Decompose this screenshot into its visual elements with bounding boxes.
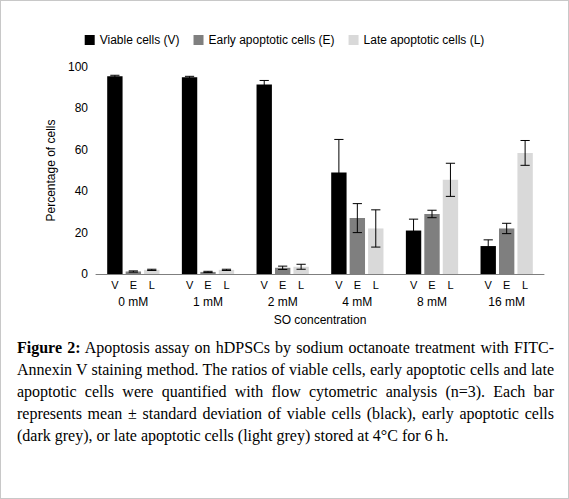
svg-text:E: E bbox=[503, 279, 510, 291]
svg-text:0 mM: 0 mM bbox=[118, 295, 148, 309]
svg-text:Viable cells (V): Viable cells (V) bbox=[100, 33, 180, 47]
svg-text:L: L bbox=[373, 279, 379, 291]
svg-text:E: E bbox=[130, 279, 137, 291]
svg-text:0: 0 bbox=[81, 267, 88, 281]
svg-text:V: V bbox=[111, 279, 119, 291]
svg-text:16 mM: 16 mM bbox=[488, 295, 525, 309]
html-text:Figure 2: Apoptosis assay on h: Figure 2: Apoptosis assay on hDPSCs by s… bbox=[17, 339, 554, 444]
svg-text:L: L bbox=[149, 279, 155, 291]
svg-text:60: 60 bbox=[75, 143, 89, 157]
svg-text:E: E bbox=[204, 279, 211, 291]
svg-text:4 mM: 4 mM bbox=[342, 295, 372, 309]
svg-text:SO concentration: SO concentration bbox=[274, 313, 367, 327]
svg-text:1 mM: 1 mM bbox=[193, 295, 223, 309]
svg-text:V: V bbox=[485, 279, 493, 291]
svg-text:L: L bbox=[447, 279, 453, 291]
svg-text:Late apoptotic cells (L): Late apoptotic cells (L) bbox=[364, 33, 485, 47]
svg-text:40: 40 bbox=[75, 184, 89, 198]
svg-text:E: E bbox=[354, 279, 361, 291]
svg-text:2 mM: 2 mM bbox=[268, 295, 298, 309]
svg-text:V: V bbox=[410, 279, 418, 291]
svg-text:8 mM: 8 mM bbox=[417, 295, 447, 309]
svg-text:L: L bbox=[522, 279, 528, 291]
svg-text:E: E bbox=[279, 279, 286, 291]
svg-text:100: 100 bbox=[68, 60, 88, 74]
svg-text:V: V bbox=[261, 279, 269, 291]
svg-text:V: V bbox=[335, 279, 343, 291]
svg-text:L: L bbox=[223, 279, 229, 291]
svg-text:Percentage of cells: Percentage of cells bbox=[44, 119, 58, 221]
svg-text:20: 20 bbox=[75, 226, 89, 240]
svg-text:80: 80 bbox=[75, 101, 89, 115]
svg-text:L: L bbox=[298, 279, 304, 291]
svg-text:E: E bbox=[428, 279, 435, 291]
svg-text:V: V bbox=[186, 279, 194, 291]
svg-text:Early apoptotic cells (E): Early apoptotic cells (E) bbox=[209, 33, 335, 47]
